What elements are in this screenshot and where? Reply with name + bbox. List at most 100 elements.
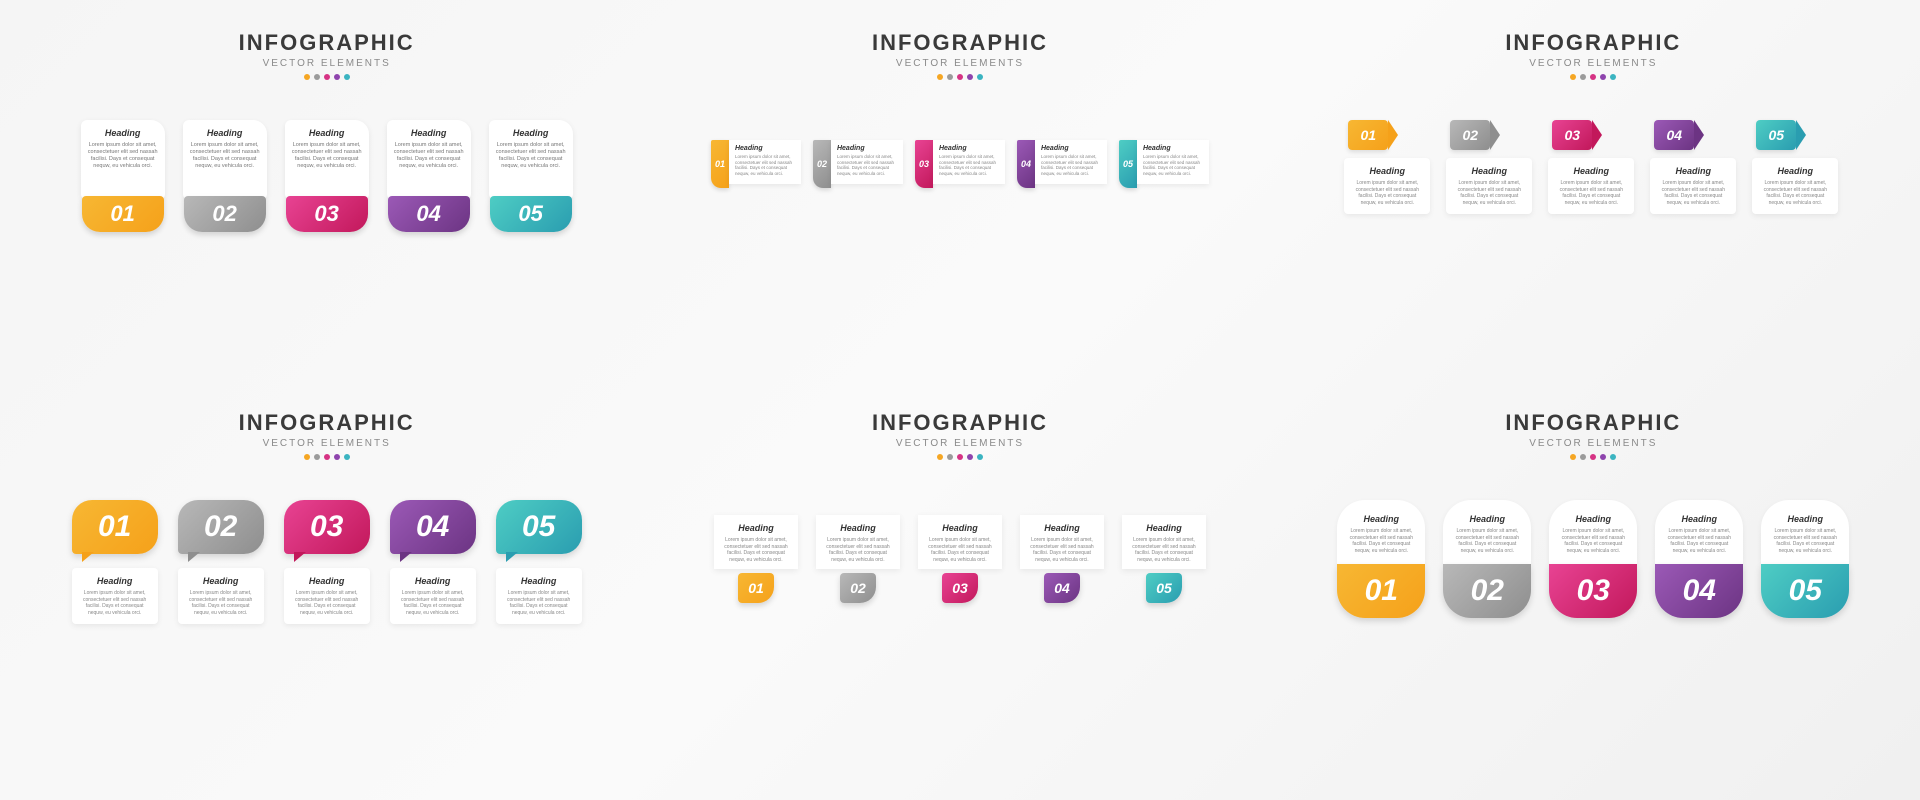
step-body: Lorem ipsum dolor sit amet, consectetuer… <box>189 142 261 171</box>
step-card: HeadingLorem ipsum dolor sit amet, conse… <box>1137 140 1209 184</box>
step-card: HeadingLorem ipsum dolor sit amet, conse… <box>1020 515 1104 569</box>
step-card: HeadingLorem ipsum dolor sit amet, conse… <box>729 140 801 184</box>
step-number: 01 <box>1361 127 1377 143</box>
panel-subtitle: VECTOR ELEMENTS <box>896 438 1024 449</box>
step-item: Heading Lorem ipsum dolor sit amet, conse… <box>1546 500 1640 618</box>
step-number-plate: 04 <box>388 196 470 232</box>
step-leaf-badge: 01 <box>738 573 774 603</box>
step-body: Lorem ipsum dolor sit amet, consectetuer… <box>1143 154 1203 177</box>
step-heading: Heading <box>939 145 999 152</box>
step-card: HeadingLorem ipsum dolor sit amet, conse… <box>918 515 1002 569</box>
step-card: HeadingLorem ipsum dolor sit amet, conse… <box>1650 158 1736 214</box>
dot <box>324 74 330 80</box>
step-item: 02HeadingLorem ipsum dolor sit amet, con… <box>813 140 903 188</box>
panel-title: INFOGRAPHIC <box>1505 410 1681 436</box>
step-number-stripe: 04 <box>1017 140 1035 188</box>
step-item: 04 Heading Lorem ipsum dolor sit amet, con… <box>386 500 480 624</box>
step-heading: Heading <box>291 128 363 138</box>
dot <box>957 74 963 80</box>
step-body: Lorem ipsum dolor sit amet, consectetuer… <box>1758 180 1832 206</box>
step-arrow-tag: 04 <box>1654 120 1694 150</box>
step-heading: Heading <box>1451 514 1523 524</box>
color-dots <box>937 74 983 80</box>
step-item: 01 HeadingLorem ipsum dolor sit amet, con… <box>711 140 801 188</box>
step-item: 03HeadingLorem ipsum dolor sit amet, con… <box>280 500 374 624</box>
panel-title: INFOGRAPHIC <box>239 30 415 56</box>
step-arrow-tag: 05 <box>1756 120 1796 150</box>
step-item: 02HeadingLorem ipsum dolor sit amet, con… <box>174 500 268 624</box>
step-body: Lorem ipsum dolor sit amet, consectetuer… <box>1557 528 1629 554</box>
step-card: Heading Lorem ipsum dolor sit amet, conse… <box>390 568 476 624</box>
dot <box>1610 74 1616 80</box>
color-dots <box>304 454 350 460</box>
panel-4-row: 01HeadingLorem ipsum dolor sit amet, con… <box>40 500 613 624</box>
step-leaf-badge: 05 <box>1146 573 1182 603</box>
panel-title: INFOGRAPHIC <box>239 410 415 436</box>
dot <box>304 454 310 460</box>
step-heading: Heading <box>1026 523 1098 533</box>
step-heading: Heading <box>1769 514 1841 524</box>
step-heading: Heading <box>393 128 465 138</box>
dot <box>1590 454 1596 460</box>
dot <box>334 454 340 460</box>
step-number: 03 <box>1565 127 1581 143</box>
step-number: 04 <box>416 201 440 227</box>
panel-subtitle: VECTOR ELEMENTS <box>1529 58 1657 69</box>
step-body: Lorem ipsum dolor sit amet, consectetuer… <box>291 142 363 171</box>
step-body: Lorem ipsum dolor sit amet, consectetuer… <box>1452 180 1526 206</box>
step-item: HeadingLorem ipsum dolor sit amet, conse… <box>813 515 903 603</box>
step-item: HeadingLorem ipsum dolor sit amet, conse… <box>1334 500 1428 618</box>
panel-subtitle: VECTOR ELEMENTS <box>1529 438 1657 449</box>
step-body: Lorem ipsum dolor sit amet, consectetuer… <box>720 537 792 563</box>
step-heading: Heading <box>396 576 470 586</box>
dot <box>344 74 350 80</box>
step-body: Lorem ipsum dolor sit amet, consectetuer… <box>735 154 795 177</box>
step-number-stripe: 01 <box>711 140 729 188</box>
panel-title: INFOGRAPHIC <box>872 30 1048 56</box>
step-card: HeadingLorem ipsum dolor sit amet, conse… <box>284 568 370 624</box>
step-body: Lorem ipsum dolor sit amet, consectetuer… <box>822 537 894 563</box>
step-number: 03 <box>1577 574 1610 608</box>
step-body: Lorem ipsum dolor sit amet, consectetuer… <box>1451 528 1523 554</box>
step-number: 04 <box>1021 159 1031 169</box>
dot <box>977 74 983 80</box>
step-card: HeadingLorem ipsum dolor sit amet, conse… <box>714 515 798 569</box>
dot <box>967 74 973 80</box>
step-card: Heading Lorem ipsum dolor sit amet, conse… <box>178 568 264 624</box>
step-arrow-tag: 01 <box>1348 120 1388 150</box>
step-card: HeadingLorem ipsum dolor sit amet, conse… <box>816 515 900 569</box>
step-number: 01 <box>715 159 725 169</box>
step-number-stripe: 05 <box>1119 140 1137 188</box>
step-card: Heading Lorem ipsum dolor sit amet, conse… <box>1443 500 1531 564</box>
panel-2-row: 01HeadingLorem ipsum dolor sit amet, con… <box>673 140 1246 188</box>
step-card: HeadingLorem ipsum dolor sit amet, conse… <box>489 120 573 200</box>
step-heading: Heading <box>78 576 152 586</box>
step-body: Lorem ipsum dolor sit amet, consectetuer… <box>78 590 152 616</box>
panel-6-row: Heading Lorem ipsum dolor sit amet, conse… <box>1307 500 1880 618</box>
step-heading: Heading <box>184 576 258 586</box>
dot <box>324 454 330 460</box>
step-arrow-tag: 03 <box>1552 120 1592 150</box>
panel-2: INFOGRAPHIC VECTOR ELEMENTS 01HeadingLor… <box>673 30 1246 390</box>
dot <box>314 454 320 460</box>
step-card: HeadingLorem ipsum dolor sit amet, conse… <box>1752 158 1838 214</box>
step-body: Lorem ipsum dolor sit amet, consectetuer… <box>1769 528 1841 554</box>
step-card: HeadingLorem ipsum dolor sit amet, conse… <box>1035 140 1107 184</box>
dot <box>947 74 953 80</box>
dot <box>1570 74 1576 80</box>
step-heading: Heading <box>1557 514 1629 524</box>
panel-1: INFOGRAPHIC VECTOR ELEMENTS HeadingLorem… <box>40 30 613 390</box>
step-number: 02 <box>212 201 236 227</box>
step-card: Heading Lorem ipsum dolor sit amet, conse… <box>1761 500 1849 564</box>
step-number-capsule: 03 <box>1549 564 1637 618</box>
step-item: HeadingLorem ipsum dolor sit amet, conse… <box>78 120 168 232</box>
step-speech-bubble: 04 <box>390 500 476 554</box>
step-number-capsule: 02 <box>1443 564 1531 618</box>
step-number: 01 <box>110 201 134 227</box>
step-item: HeadingLorem ipsum dolor sit amet, conse… <box>711 515 801 603</box>
panel-6: INFOGRAPHIC VECTOR ELEMENTS Heading Lorem… <box>1307 410 1880 770</box>
step-body: Lorem ipsum dolor sit amet, consectetuer… <box>184 590 258 616</box>
dot <box>937 74 943 80</box>
step-body: Lorem ipsum dolor sit amet, consectetuer… <box>396 590 470 616</box>
step-number: 05 <box>1123 159 1133 169</box>
